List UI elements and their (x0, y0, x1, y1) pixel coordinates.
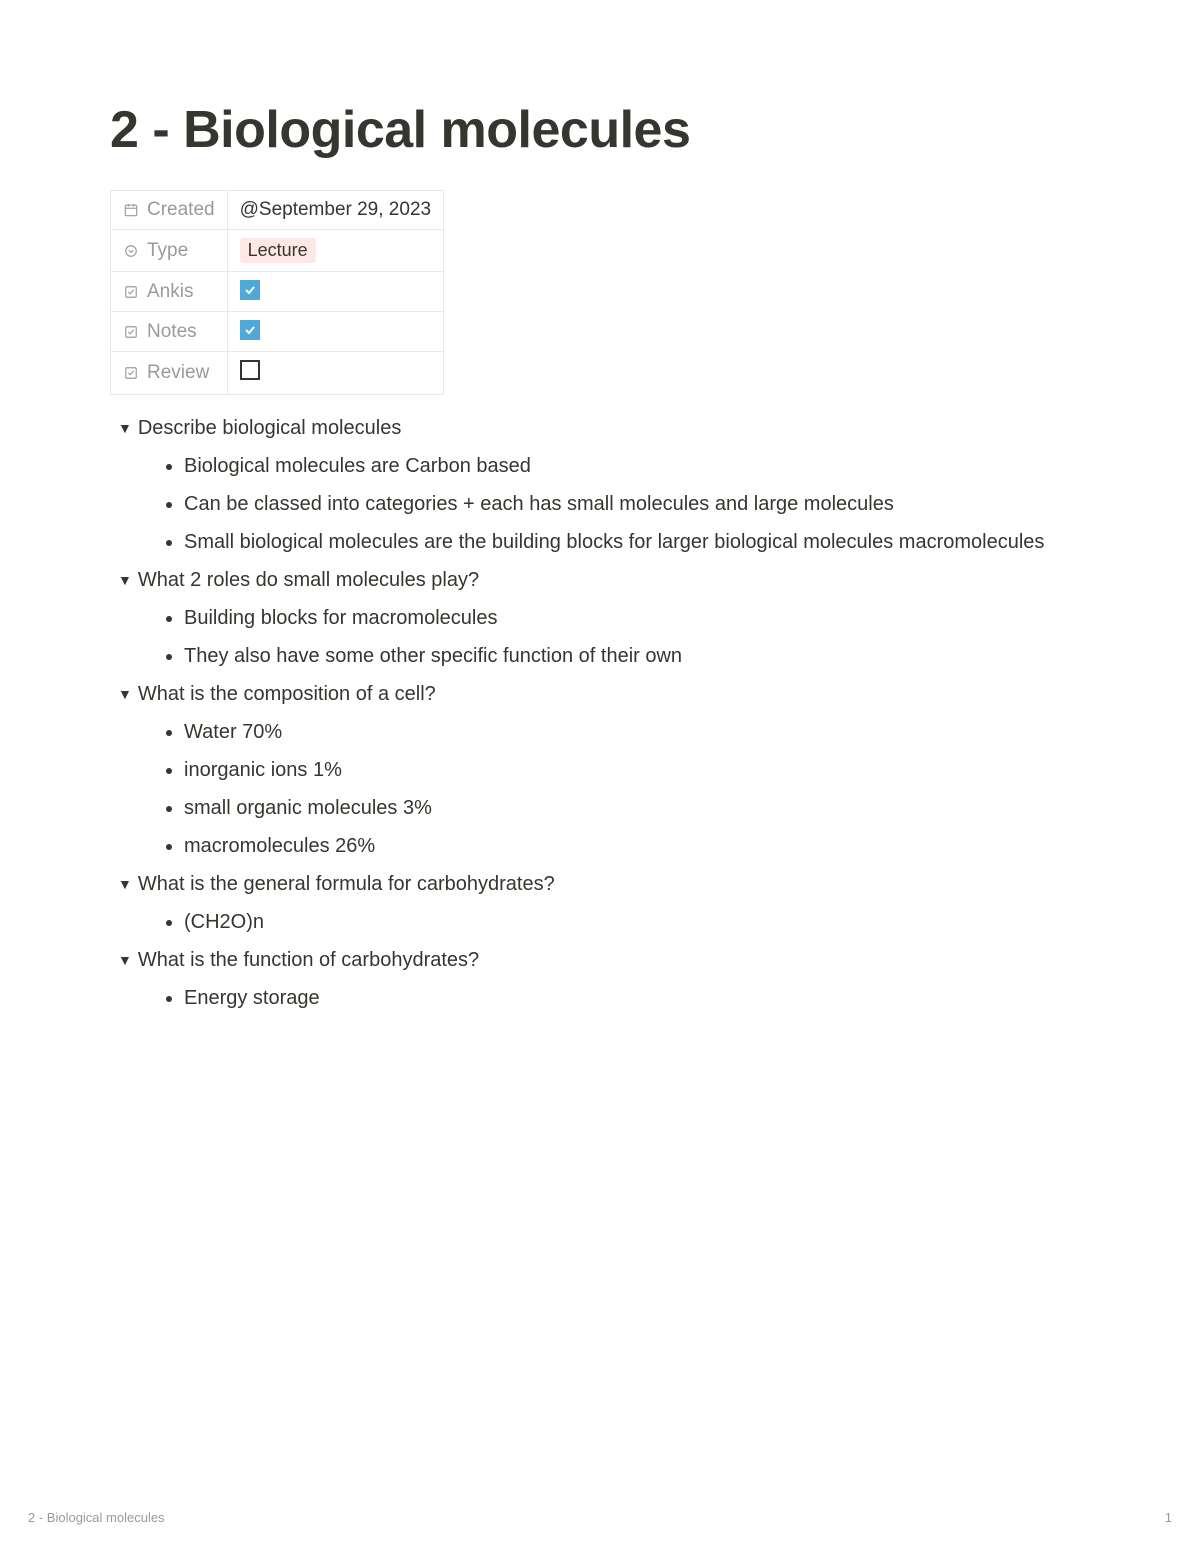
list-item: inorganic ions 1% (184, 755, 1090, 785)
list-item: small organic molecules 3% (184, 793, 1090, 823)
property-label: Type (123, 240, 215, 262)
property-value-created: @September 29, 2023 (227, 191, 443, 230)
toggle-title: What is the general formula for carbohyd… (138, 869, 555, 899)
property-label: Ankis (123, 281, 215, 303)
toggle-content: Water 70% inorganic ions 1% small organic … (118, 717, 1090, 861)
review-checkbox[interactable] (240, 360, 260, 380)
page-footer: 2 - Biological molecules 1 (28, 1510, 1172, 1525)
calendar-icon (123, 202, 139, 218)
property-label-text: Notes (147, 321, 197, 343)
property-label: Review (123, 362, 215, 384)
footer-page-number: 1 (1165, 1510, 1172, 1525)
property-label: Created (123, 199, 215, 221)
toggle-title: What is the composition of a cell? (138, 679, 436, 709)
bullet-list: (CH2O)n (166, 907, 1090, 937)
document-page: 2 - Biological molecules Created @Septem… (0, 0, 1200, 1013)
toggle-header[interactable]: ▼ What is the function of carbohydrates? (118, 945, 1090, 975)
page-title: 2 - Biological molecules (110, 100, 1090, 160)
type-tag: Lecture (240, 238, 316, 263)
property-label: Notes (123, 321, 215, 343)
checkbox-icon (123, 324, 139, 340)
toggle-header[interactable]: ▼ What is the general formula for carbohy… (118, 869, 1090, 899)
triangle-down-icon: ▼ (118, 418, 132, 439)
toggle-block: ▼ Describe biological molecules Biological… (118, 413, 1090, 557)
select-icon (123, 243, 139, 259)
toggle-header[interactable]: ▼ What 2 roles do small molecules play? (118, 565, 1090, 595)
checkbox-icon (123, 365, 139, 381)
toggle-title: Describe biological molecules (138, 413, 401, 443)
property-label-text: Type (147, 240, 188, 262)
content-area: ▼ Describe biological molecules Biological… (110, 413, 1090, 1013)
property-label-text: Ankis (147, 281, 193, 303)
toggle-title: What is the function of carbohydrates? (138, 945, 479, 975)
list-item: macromolecules 26% (184, 831, 1090, 861)
toggle-content: Building blocks for macromolecules They a… (118, 603, 1090, 671)
list-item: Water 70% (184, 717, 1090, 747)
property-row-review: Review (111, 352, 444, 395)
property-label-text: Created (147, 199, 215, 221)
list-item: (CH2O)n (184, 907, 1090, 937)
toggle-block: ▼ What is the composition of a cell? Water… (118, 679, 1090, 861)
toggle-block: ▼ What is the function of carbohydrates? E… (118, 945, 1090, 1013)
list-item: They also have some other specific funct… (184, 641, 1090, 671)
ankis-checkbox[interactable] (240, 280, 260, 300)
triangle-down-icon: ▼ (118, 684, 132, 705)
toggle-header[interactable]: ▼ Describe biological molecules (118, 413, 1090, 443)
checkbox-icon (123, 284, 139, 300)
property-row-created: Created @September 29, 2023 (111, 191, 444, 230)
list-item: Small biological molecules are the build… (184, 527, 1090, 557)
toggle-block: ▼ What is the general formula for carbohy… (118, 869, 1090, 937)
toggle-content: Energy storage (118, 983, 1090, 1013)
footer-title: 2 - Biological molecules (28, 1510, 165, 1525)
triangle-down-icon: ▼ (118, 570, 132, 591)
list-item: Biological molecules are Carbon based (184, 451, 1090, 481)
list-item: Building blocks for macromolecules (184, 603, 1090, 633)
toggle-header[interactable]: ▼ What is the composition of a cell? (118, 679, 1090, 709)
property-row-type: Type Lecture (111, 230, 444, 272)
toggle-content: (CH2O)n (118, 907, 1090, 937)
bullet-list: Water 70% inorganic ions 1% small organic … (166, 717, 1090, 861)
properties-table: Created @September 29, 2023 Type Lecture (110, 190, 444, 395)
toggle-block: ▼ What 2 roles do small molecules play? Bu… (118, 565, 1090, 671)
bullet-list: Building blocks for macromolecules They a… (166, 603, 1090, 671)
toggle-content: Biological molecules are Carbon based Can… (118, 451, 1090, 557)
triangle-down-icon: ▼ (118, 950, 132, 971)
toggle-title: What 2 roles do small molecules play? (138, 565, 479, 595)
property-label-text: Review (147, 362, 209, 384)
notes-checkbox[interactable] (240, 320, 260, 340)
bullet-list: Biological molecules are Carbon based Can… (166, 451, 1090, 557)
bullet-list: Energy storage (166, 983, 1090, 1013)
list-item: Energy storage (184, 983, 1090, 1013)
triangle-down-icon: ▼ (118, 874, 132, 895)
property-row-notes: Notes (111, 312, 444, 352)
property-row-ankis: Ankis (111, 272, 444, 312)
list-item: Can be classed into categories + each ha… (184, 489, 1090, 519)
